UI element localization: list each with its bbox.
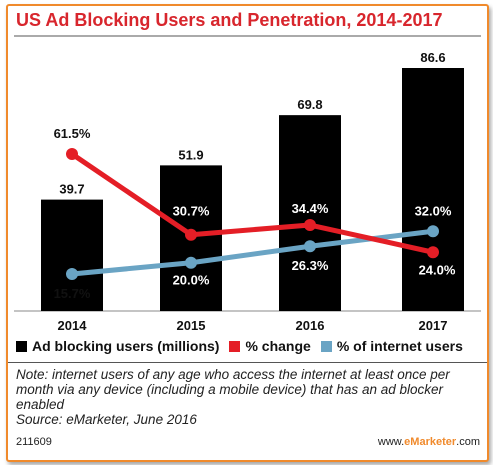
legend-item-internet-users: % of internet users: [320, 338, 463, 354]
percent-change-label: 30.7%: [173, 204, 210, 219]
internet-users-point-2014: [66, 268, 78, 280]
x-tick-label: 2015: [177, 318, 206, 333]
internet-users-label: 26.3%: [292, 258, 329, 273]
x-tick-label: 2016: [296, 318, 325, 333]
percent-change-label: 34.4%: [292, 201, 329, 216]
percent-change-point-2014: [66, 148, 78, 160]
bar-2014: [41, 199, 103, 311]
chart-note: Note: internet users of any age who acce…: [16, 367, 450, 412]
bar-value-label: 69.8: [297, 97, 322, 112]
internet-users-label: 32.0%: [415, 203, 452, 218]
legend-swatch-blue: [320, 340, 332, 352]
chart-id: 211609: [16, 436, 52, 448]
x-tick-label: 2017: [419, 318, 448, 333]
brand-prefix: www.: [377, 436, 405, 448]
bar-2016: [279, 115, 341, 312]
bar-value-label: 86.6: [420, 50, 445, 65]
legend-swatch-red: [229, 340, 241, 352]
chart-title: US Ad Blocking Users and Penetration, 20…: [16, 10, 443, 30]
x-tick-label: 2014: [58, 318, 88, 333]
internet-users-label: 15.7%: [54, 286, 91, 301]
bar-value-label: 51.9: [178, 147, 203, 162]
legend-label: Ad blocking users (millions): [32, 338, 220, 354]
percent-change-point-2016: [304, 219, 316, 232]
percent-change-label: 24.0%: [419, 262, 456, 277]
legend-label: % change: [245, 338, 311, 354]
chart-source: Source: eMarketer, June 2016: [16, 412, 197, 427]
chart-frame: US Ad Blocking Users and Penetration, 20…: [6, 4, 489, 462]
legend-swatch-bar: [16, 340, 27, 352]
internet-users-point-2015: [185, 256, 197, 269]
chart-note-block: Note: internet users of any age who acce…: [8, 362, 487, 427]
chart-plot: 39.7 51.9 69.8 86.6 61.5% 30.7% 34.4% 24.0% 15.7…: [14, 35, 481, 333]
bar-value-label: 39.7: [59, 182, 84, 197]
chart-legend: Ad blocking users (millions) % change % …: [16, 338, 484, 354]
internet-users-point-2016: [304, 240, 316, 253]
brand-suffix: .com: [456, 436, 480, 448]
legend-label: % of internet users: [336, 338, 463, 354]
percent-change-point-2017: [427, 246, 439, 259]
internet-users-label: 20.0%: [173, 273, 210, 288]
bar-2017: [402, 68, 464, 311]
brand-logo[interactable]: www.eMarketer.com: [378, 436, 480, 448]
percent-change-point-2015: [185, 228, 197, 241]
legend-item-percent-change: % change: [229, 338, 311, 354]
internet-users-point-2017: [427, 225, 439, 238]
brand-name: eMarketer: [404, 436, 457, 448]
legend-item-ad-blocking-users: Ad blocking users (millions): [16, 338, 219, 354]
percent-change-line: [70, 151, 434, 255]
percent-change-label: 61.5%: [54, 126, 91, 141]
